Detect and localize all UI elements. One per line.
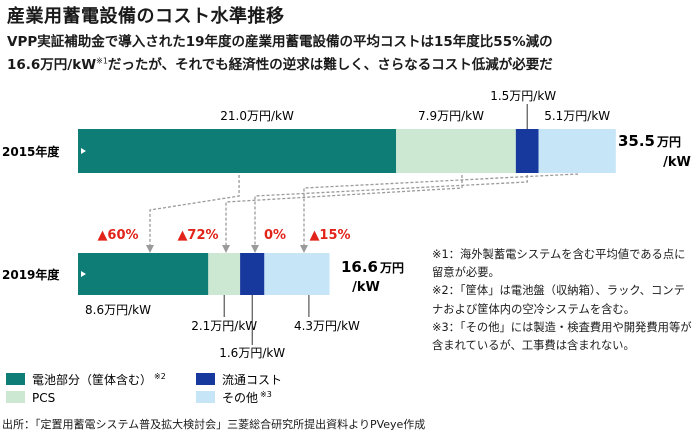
legend-swatch-1 [6,373,25,385]
bar-segment-1-4 [538,129,616,173]
total-2019-value: 16.6 [341,258,378,276]
chart-title: 産業用蓄電設備のコスト水準推移 [7,6,285,27]
total-2019-unit: 万円 [379,261,404,275]
total-2015-value: 35.5 [618,132,655,150]
total-2019-per-kw: /kW [352,280,380,295]
change-label-2: ▲72% [177,228,218,243]
footnote-2: ※2：「筐体」は電池盤（収納箱）、ラック、コンテナおよび筐体内の空冷システムを含… [432,284,685,316]
change-arrow-4 [300,173,578,253]
value-label-2019-4: 4.3万円/kW [294,319,360,333]
subtitle-line-1: VPP実証補助金で導入された19年度の産業用蓄電設備の平均コストは15年度比55… [7,34,553,50]
legend-swatch-3 [196,373,215,385]
legend-label-4: その他 [222,391,258,405]
subtitle-line-2-b: だったが、それでも経済性の逆求は難しく、さらなるコスト低減が必要だ [107,57,553,73]
legend-swatch-4 [196,391,215,403]
change-label-4: ▲15% [309,228,350,243]
value-label-2015-1: 21.0万円/kW [220,109,294,123]
legend-label-3: 流通コスト [222,373,282,387]
value-label-2019-1: 8.6万円/kW [85,303,151,317]
value-label-2019-2: 2.1万円/kW [191,319,257,333]
change-arrow-1 [146,175,240,253]
value-label-2015-4: 5.1万円/kW [544,109,610,123]
legend-swatch-2 [6,391,25,403]
bar-segment-1-2 [396,129,516,173]
value-label-2015-3: 1.5万円/kW [490,89,556,103]
footnotes: ※1：海外製蓄電システムを含む平均値である点に留意が必要。 ※2：「筐体」は電池… [432,246,696,355]
subtitle-line-2: 16.6万円/kW※1だったが、それでも経済性の逆求は難しく、さらなるコスト低減… [7,53,553,74]
bar-segment-2-2 [208,253,241,295]
row-arrow-icon-2 [81,271,86,277]
bar-segment-1-3 [515,129,539,173]
category-label-2: 2019年度 [2,267,60,282]
total-2015-per-kw: /kW [663,155,691,170]
source-note: 出所：「定置用蓄電システム普及拡大検討会」三菱総合研究所提出資料よりPVeye作… [2,418,426,431]
bar-segment-1-1 [78,129,397,173]
bar-segment-2-3 [240,253,265,295]
subtitle-footnote-mark: ※1 [96,56,108,66]
change-arrow-3 [251,175,528,253]
row-arrow-icon-1 [81,148,86,154]
change-arrow-2 [222,175,463,253]
value-label-2019-3: 1.6万円/kW [219,346,285,360]
bar-segment-2-4 [264,253,330,295]
legend-note-1: ※2 [154,372,166,381]
legend-note-4: ※3 [260,390,272,399]
legend-label-2: PCS [32,391,55,405]
footnote-1: ※1：海外製蓄電システムを含む平均値である点に留意が必要。 [432,248,686,280]
category-label-1: 2015年度 [2,144,60,159]
bar-segment-2-1 [78,253,209,295]
change-label-1: ▲60% [97,228,138,243]
footnote-3: ※3：「その他」には製造・検査費用や開発費用等が含まれているが、工事費は含まれな… [432,320,692,353]
subtitle-line-2-a: 16.6万円/kW [7,57,97,73]
value-label-2015-2: 7.9万円/kW [418,109,484,123]
total-2015-unit: 万円 [656,135,681,149]
legend-label-1: 電池部分（筐体含む） [32,372,152,387]
change-label-3: 0% [264,228,286,243]
